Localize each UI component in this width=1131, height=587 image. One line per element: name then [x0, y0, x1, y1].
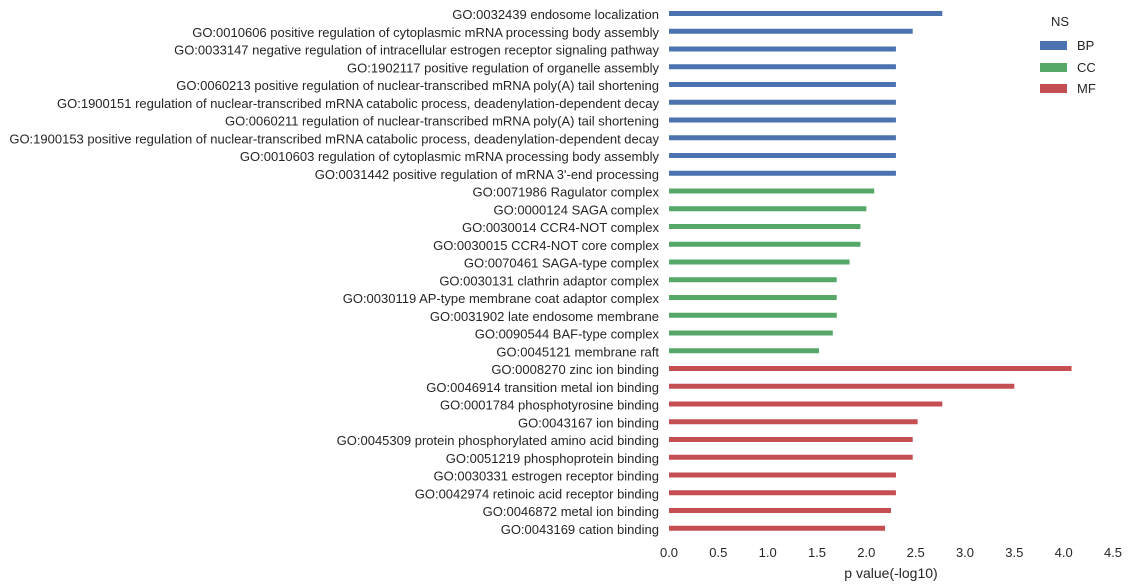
bars-layer	[669, 11, 1072, 531]
bar-bp	[669, 11, 943, 16]
category-label: GO:0033147 negative regulation of intrac…	[174, 43, 659, 58]
category-label: GO:0043169 cation binding	[501, 522, 659, 537]
bar-mf	[669, 490, 896, 496]
bar-bp	[669, 99, 896, 105]
bar-cc	[669, 312, 837, 318]
bar-bp	[669, 64, 896, 70]
x-tick-label: 1.5	[808, 545, 826, 560]
category-label: GO:1902117 positive regulation of organe…	[347, 60, 659, 75]
category-label: GO:0090544 BAF-type complex	[475, 327, 660, 342]
category-label: GO:0030331 estrogen receptor binding	[434, 469, 660, 484]
legend-entry-cc: CC	[1040, 57, 1096, 79]
category-label: GO:0030014 CCR4-NOT complex	[462, 220, 660, 235]
category-label: GO:1900151 regulation of nuclear-transcr…	[57, 96, 659, 111]
x-tick-label: 3.0	[956, 545, 974, 560]
category-label: GO:0051219 phosphoprotein binding	[446, 451, 659, 466]
category-label: GO:0042974 retinoic acid receptor bindin…	[415, 486, 659, 501]
legend: NS BP CC MF	[1040, 14, 1096, 100]
x-tick-label: 0.5	[709, 545, 727, 560]
category-label: GO:0008270 zinc ion binding	[491, 362, 659, 377]
bar-bp	[669, 82, 896, 87]
category-label: GO:0001784 phosphotyrosine binding	[440, 398, 659, 413]
category-label: GO:0032439 endosome localization	[452, 7, 659, 22]
bar-cc	[669, 259, 850, 265]
category-label: GO:0010603 regulation of cytoplasmic mRN…	[240, 149, 660, 164]
legend-swatch	[1040, 62, 1067, 72]
bar-cc	[669, 277, 837, 283]
category-label: GO:0045121 membrane raft	[496, 344, 659, 359]
bar-cc	[669, 206, 867, 212]
x-tick-label: 4.5	[1104, 545, 1122, 560]
category-label: GO:0031442 positive regulation of mRNA 3…	[315, 167, 659, 182]
category-label: GO:0071986 Ragulator complex	[473, 185, 660, 200]
bar-mf	[669, 401, 943, 407]
bar-bp	[669, 170, 896, 176]
x-axis-title: p value(-log10)	[844, 565, 937, 581]
legend-title: NS	[1050, 14, 1070, 29]
category-label: GO:0031902 late endosome membrane	[430, 309, 659, 324]
bar-cc	[669, 295, 837, 300]
category-label: GO:1900153 positive regulation of nuclea…	[9, 131, 659, 146]
x-tick-label: 0.0	[660, 545, 678, 560]
bar-mf	[669, 366, 1072, 371]
category-labels-layer: GO:0032439 endosome localization GO:00106…	[9, 7, 659, 537]
bar-cc	[669, 348, 819, 354]
x-tick-label: 2.0	[857, 545, 875, 560]
bar-mf	[669, 419, 918, 425]
bar-mf	[669, 383, 1015, 389]
category-label: GO:0030015 CCR4-NOT core complex	[433, 238, 659, 253]
bar-bp	[669, 28, 913, 34]
category-label: GO:0046914 transition metal ion binding	[426, 380, 659, 395]
bar-bp	[669, 153, 896, 158]
bar-mf	[669, 525, 886, 531]
bar-mf	[669, 472, 896, 478]
bar-mf	[669, 437, 913, 442]
legend-label: BP	[1077, 38, 1095, 54]
legend-entries: BP CC MF	[1040, 35, 1096, 100]
legend-label: MF	[1077, 81, 1096, 97]
x-tick-label: 4.0	[1055, 545, 1073, 560]
category-label: GO:0030119 AP-type membrane coat adaptor…	[343, 291, 660, 306]
category-label: GO:0043167 ion binding	[518, 415, 659, 430]
category-label: GO:0000124 SAGA complex	[494, 202, 660, 217]
legend-swatch	[1040, 84, 1067, 94]
category-label: GO:0070461 SAGA-type complex	[464, 256, 660, 271]
bar-bp	[669, 135, 896, 141]
x-ticks-layer: 0.0 0.5 1.0 1.5 2.0 2.5 3.0 3.5 4.0 4.5	[660, 545, 1122, 560]
bar-cc	[669, 330, 833, 336]
category-label: GO:0060213 positive regulation of nuclea…	[176, 78, 659, 93]
x-tick-label: 3.5	[1005, 545, 1023, 560]
legend-label: CC	[1077, 59, 1096, 75]
bar-cc	[669, 188, 875, 194]
bar-mf	[669, 508, 891, 513]
category-label: GO:0045309 protein phosphorylated amino …	[337, 433, 659, 448]
bar-cc	[669, 241, 861, 247]
bar-bp	[669, 46, 896, 52]
legend-swatch	[1040, 41, 1067, 51]
category-label: GO:0060211 regulation of nuclear-transcr…	[225, 114, 659, 129]
bar-bp	[669, 117, 896, 123]
x-tick-label: 2.5	[907, 545, 925, 560]
x-tick-label: 1.0	[759, 545, 777, 560]
category-label: GO:0046872 metal ion binding	[483, 504, 659, 519]
bar-mf	[669, 454, 913, 460]
legend-entry-mf: MF	[1040, 78, 1096, 100]
legend-entry-bp: BP	[1040, 35, 1096, 57]
category-label: GO:0030131 clathrin adaptor complex	[439, 273, 659, 288]
category-label: GO:0010606 positive regulation of cytopl…	[192, 25, 659, 40]
bar-cc	[669, 224, 861, 229]
